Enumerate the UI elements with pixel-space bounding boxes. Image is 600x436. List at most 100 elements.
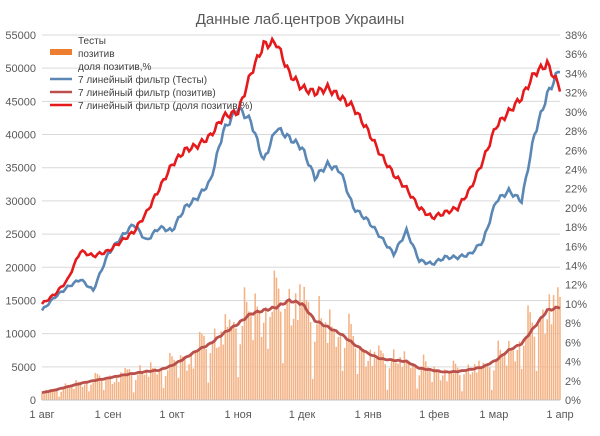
positive-bar — [66, 385, 69, 400]
positive-bar — [77, 381, 80, 400]
y-left-tick-label: 15000 — [5, 295, 36, 307]
positive-bar — [254, 293, 256, 400]
positive-bar — [486, 363, 489, 400]
positive-bar — [135, 379, 137, 400]
positive-bar — [294, 293, 297, 400]
positive-bar — [309, 321, 312, 400]
positive-bar — [554, 309, 557, 400]
positive-bar — [326, 342, 329, 400]
positive-bar — [297, 320, 299, 400]
positive-bar — [111, 383, 114, 400]
positive-bar — [51, 389, 54, 400]
positive-bar — [350, 324, 352, 400]
positive-bar — [339, 333, 342, 400]
positive-bar — [303, 286, 305, 400]
positive-bar — [162, 388, 165, 400]
positive-bar — [260, 337, 263, 400]
positive-bar — [446, 381, 448, 400]
positive-bar — [282, 363, 284, 400]
positive-bar — [384, 364, 386, 400]
positive-bar — [92, 382, 94, 400]
positive-bar — [243, 287, 246, 400]
positive-bar — [495, 359, 497, 400]
positive-bar — [237, 377, 239, 400]
y-left-tick-label: 0 — [30, 395, 36, 407]
positive-bar — [158, 370, 161, 400]
positive-bar — [284, 308, 286, 400]
positive-bar — [141, 373, 143, 400]
positive-bar — [256, 306, 259, 400]
positive-bar — [501, 354, 504, 400]
positive-bar — [548, 294, 551, 400]
positive-bar — [130, 374, 133, 400]
y-left-tick-label: 50000 — [5, 63, 36, 75]
positive-bar — [171, 356, 173, 400]
x-tick-label: 1 мар — [479, 409, 508, 421]
positive-bar — [499, 349, 502, 400]
y-right-tick-label: 24% — [565, 164, 587, 176]
positive-bar — [360, 348, 363, 400]
legend-swatch — [50, 36, 72, 42]
positive-bar — [147, 376, 150, 400]
x-tick-label: 1 ноя — [224, 409, 251, 421]
legend-label: доля позитив,% — [78, 62, 151, 73]
positive-bar — [96, 373, 99, 400]
y-right-tick-label: 4% — [565, 357, 581, 369]
positive-bar — [271, 311, 273, 400]
positive-bar — [173, 359, 175, 400]
y-left-tick-label: 30000 — [5, 196, 36, 208]
x-axis: 1 авг 1 сен 1 окт 1 ноя 1 дек 1 янв 1 фев 1 мар… — [29, 399, 574, 421]
positive-bar — [348, 313, 350, 400]
positive-bar — [213, 328, 216, 400]
positive-bar — [269, 316, 271, 400]
y-right-tick-label: 18% — [565, 222, 587, 234]
positive-bar — [463, 374, 465, 400]
y-axis-right: 0% 2% 4% 6% 8% 10% 12% 14% 16% 18% 20% 22% 24% 26% 28%… — [565, 30, 587, 407]
positive-bar — [160, 369, 163, 400]
positive-bar — [533, 336, 536, 400]
positive-bar — [314, 341, 316, 400]
x-tick-label: 1 фев — [419, 409, 449, 421]
positive-bar — [98, 375, 101, 400]
positive-bar — [435, 370, 438, 400]
positive-bar — [216, 347, 218, 400]
positive-bar — [322, 326, 325, 400]
positive-bar — [378, 345, 380, 400]
chart-title: Данные лаб.центров Украины — [196, 11, 405, 28]
positive-bar — [233, 321, 235, 400]
positive-bar — [437, 371, 440, 400]
positive-bar — [459, 375, 461, 400]
positive-bar — [493, 370, 495, 400]
x-tick-label: 1 авг — [29, 409, 54, 421]
positive-bar — [288, 288, 291, 400]
positive-bar — [341, 370, 344, 400]
y-right-tick-label: 32% — [565, 88, 587, 100]
positive-bar — [292, 318, 295, 400]
positive-bar — [514, 361, 516, 400]
positive-bar — [476, 372, 478, 400]
positive-bar — [286, 300, 288, 400]
positive-bar — [164, 376, 167, 400]
positive-bar — [433, 366, 435, 400]
positive-bar — [103, 389, 105, 400]
positive-bar — [508, 340, 510, 400]
positive-bar — [258, 310, 261, 400]
positive-bar — [465, 370, 467, 400]
y-right-tick-label: 16% — [565, 241, 587, 253]
positive-bar — [550, 324, 553, 400]
y-right-tick-label: 10% — [565, 299, 587, 311]
positive-bar — [392, 349, 395, 400]
positive-bar — [407, 360, 410, 400]
positive-bar — [529, 312, 531, 400]
positive-bar — [75, 380, 77, 400]
positive-bar — [450, 371, 453, 400]
positive-bar — [56, 389, 58, 400]
positive-bar — [510, 350, 512, 400]
positive-bar — [343, 347, 346, 400]
positive-bar — [397, 363, 399, 400]
y-left-tick-label: 40000 — [5, 130, 36, 142]
positive-bar — [73, 388, 75, 400]
positive-bar — [196, 351, 199, 400]
x-tick-label: 1 сен — [95, 409, 122, 421]
positive-bar — [175, 363, 178, 400]
